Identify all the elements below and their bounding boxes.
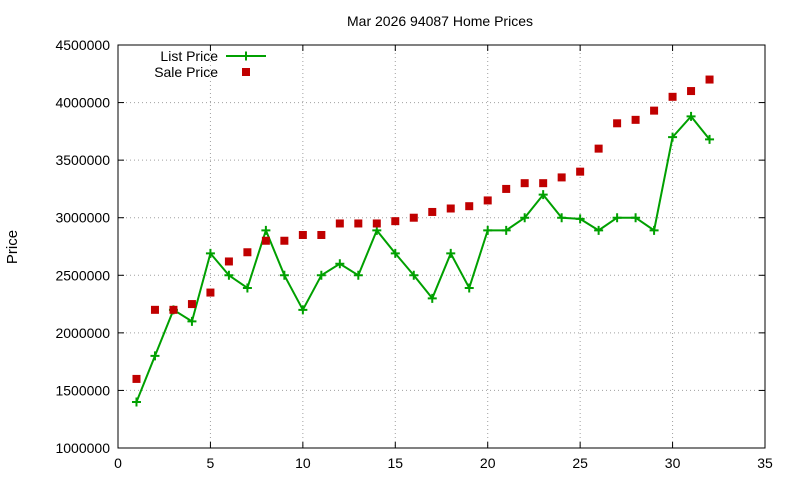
sale-price-point bbox=[613, 119, 622, 128]
list-price-point bbox=[631, 213, 641, 223]
y-axis-label: Price bbox=[4, 230, 21, 264]
sale-price-point bbox=[576, 167, 585, 176]
list-price-point bbox=[446, 248, 456, 258]
sale-price-point bbox=[668, 92, 677, 101]
sale-price-point bbox=[354, 219, 363, 228]
sale-price-point bbox=[520, 179, 529, 188]
list-price-point bbox=[131, 397, 141, 407]
list-price-point bbox=[409, 270, 419, 280]
list-price-point bbox=[649, 225, 659, 235]
y-tick-label: 3500000 bbox=[55, 152, 110, 168]
legend-label: List Price bbox=[160, 48, 218, 64]
list-price-point bbox=[224, 270, 234, 280]
list-price-point bbox=[520, 213, 530, 223]
list-price-point bbox=[501, 225, 511, 235]
sale-price-point bbox=[705, 75, 714, 84]
list-price-point bbox=[242, 283, 252, 293]
legend-square-marker bbox=[242, 68, 250, 76]
list-price-point bbox=[150, 351, 160, 361]
grid bbox=[118, 45, 765, 448]
sale-price-point bbox=[243, 248, 252, 257]
list-price-point bbox=[427, 293, 437, 303]
sale-price-point bbox=[317, 230, 326, 239]
sale-price-point bbox=[465, 202, 474, 211]
list-price-point bbox=[575, 214, 585, 224]
sale-price-point bbox=[483, 196, 492, 205]
sale-price-point bbox=[150, 305, 159, 314]
x-tick-label: 10 bbox=[295, 455, 311, 471]
list-price-point bbox=[557, 213, 567, 223]
sale-price-point bbox=[372, 219, 381, 228]
sale-price-point bbox=[650, 106, 659, 115]
y-tick-label: 1500000 bbox=[55, 382, 110, 398]
x-tick-label: 30 bbox=[665, 455, 681, 471]
sale-price-point bbox=[631, 115, 640, 124]
sale-price-point bbox=[446, 204, 455, 213]
sale-price-point bbox=[391, 217, 400, 226]
chart-title: Mar 2026 94087 Home Prices bbox=[347, 13, 533, 29]
plot-frame bbox=[117, 44, 766, 449]
series-list-price bbox=[131, 111, 715, 407]
sale-price-point bbox=[224, 257, 233, 266]
sale-price-point bbox=[169, 305, 178, 314]
y-tick-label: 4500000 bbox=[55, 37, 110, 53]
list-price-point bbox=[353, 270, 363, 280]
sale-price-point bbox=[280, 236, 289, 245]
x-tick-label: 20 bbox=[480, 455, 496, 471]
y-tick-label: 1000000 bbox=[55, 440, 110, 456]
series-sale-price bbox=[132, 75, 714, 383]
y-tick-label: 2000000 bbox=[55, 325, 110, 341]
sale-price-point bbox=[132, 374, 141, 383]
sale-price-point bbox=[206, 288, 215, 297]
list-price-point bbox=[686, 111, 696, 121]
sale-price-point bbox=[187, 300, 196, 309]
y-tick-label: 4000000 bbox=[55, 95, 110, 111]
sale-price-point bbox=[409, 213, 418, 222]
axis-ticks: 0 5 10 15 20 25 30 35 1000000 1500000 2000000 25000… bbox=[55, 37, 773, 471]
list-price-point bbox=[316, 270, 326, 280]
x-tick-label: 35 bbox=[757, 455, 773, 471]
sale-price-point bbox=[428, 207, 437, 216]
list-price-point bbox=[261, 225, 271, 235]
sale-price-point bbox=[335, 219, 344, 228]
sale-price-point bbox=[298, 230, 307, 239]
y-tick-label: 2500000 bbox=[55, 267, 110, 283]
list-price-point bbox=[205, 248, 215, 258]
x-tick-label: 0 bbox=[114, 455, 122, 471]
list-price-point bbox=[612, 213, 622, 223]
sale-price-point bbox=[261, 236, 270, 245]
list-price-point bbox=[538, 190, 548, 200]
x-tick-label: 25 bbox=[572, 455, 588, 471]
list-price-point bbox=[464, 283, 474, 293]
series bbox=[131, 75, 715, 407]
list-price-point bbox=[335, 259, 345, 269]
list-price-point bbox=[298, 305, 308, 315]
list-price-point bbox=[187, 316, 197, 326]
list-price-line bbox=[135, 115, 711, 403]
sale-price-point bbox=[687, 87, 696, 96]
legend-label: Sale Price bbox=[154, 64, 218, 80]
x-tick-label: 5 bbox=[207, 455, 215, 471]
list-price-point bbox=[390, 248, 400, 258]
x-tick-label: 15 bbox=[387, 455, 403, 471]
list-price-point bbox=[668, 132, 678, 142]
list-price-point bbox=[594, 225, 604, 235]
list-price-point bbox=[483, 225, 493, 235]
sale-price-point bbox=[502, 184, 511, 193]
sale-price-point bbox=[539, 179, 548, 188]
sale-price-point bbox=[594, 144, 603, 153]
list-price-point bbox=[705, 134, 715, 144]
legend-plus-marker bbox=[241, 51, 251, 61]
y-tick-label: 3000000 bbox=[55, 210, 110, 226]
sale-price-point bbox=[557, 173, 566, 182]
list-price-point bbox=[279, 270, 289, 280]
